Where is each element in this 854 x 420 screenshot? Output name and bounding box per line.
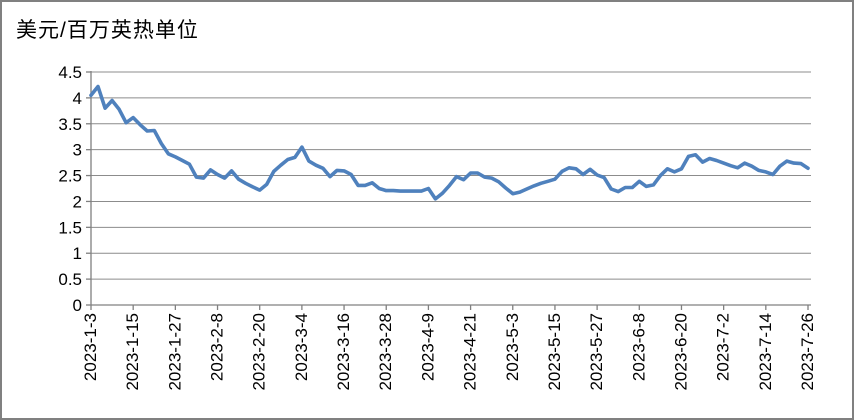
y-tick-label: 2.5 — [58, 167, 82, 186]
x-tick-label: 2023-6-8 — [629, 313, 648, 381]
y-tick-label: 4.5 — [58, 63, 82, 82]
axes — [90, 71, 811, 306]
x-tick-label: 2023-7-26 — [798, 313, 817, 391]
x-tick-label: 2023-2-8 — [208, 313, 227, 381]
x-axis-labels: 2023-1-3 2023-1-15 2023-1-27 2023-2-8 2023-2… — [81, 305, 817, 391]
x-tick-label: 2023-1-15 — [123, 313, 142, 391]
y-tick-label: 1.5 — [58, 218, 82, 237]
gridlines — [91, 71, 811, 280]
chart-title: 美元/百万英热单位 — [16, 19, 199, 42]
y-tick-label: 3 — [73, 141, 82, 160]
x-tick-label: 2023-5-3 — [503, 313, 522, 381]
x-tick-label: 2023-4-21 — [461, 313, 480, 391]
y-tick-label: 1 — [73, 244, 82, 263]
y-tick-label: 4 — [73, 89, 82, 108]
y-axis-labels: 0 0.5 1 1.5 2 2.5 3 3.5 4 4.5 — [58, 63, 91, 315]
y-tick-label: 2 — [73, 192, 82, 211]
x-tick-label: 2023-3-16 — [334, 313, 353, 391]
x-tick-label: 2023-7-14 — [756, 313, 775, 391]
x-tick-label: 2023-2-20 — [250, 313, 269, 391]
x-tick-label: 2023-3-4 — [292, 313, 311, 381]
x-tick-label: 2023-6-20 — [671, 313, 690, 391]
x-tick-label: 2023-5-15 — [545, 313, 564, 391]
y-tick-label: 0 — [73, 296, 82, 315]
x-tick-label: 2023-1-27 — [165, 313, 184, 391]
y-tick-label: 3.5 — [58, 115, 82, 134]
price-series-line — [89, 84, 810, 201]
x-tick-label: 2023-3-28 — [376, 313, 395, 391]
x-tick-label: 2023-7-2 — [714, 313, 733, 381]
x-tick-label: 2023-1-3 — [81, 313, 100, 381]
x-tick-label: 2023-4-9 — [418, 313, 437, 381]
y-tick-label: 0.5 — [58, 270, 82, 289]
x-tick-label: 2023-5-27 — [587, 313, 606, 391]
